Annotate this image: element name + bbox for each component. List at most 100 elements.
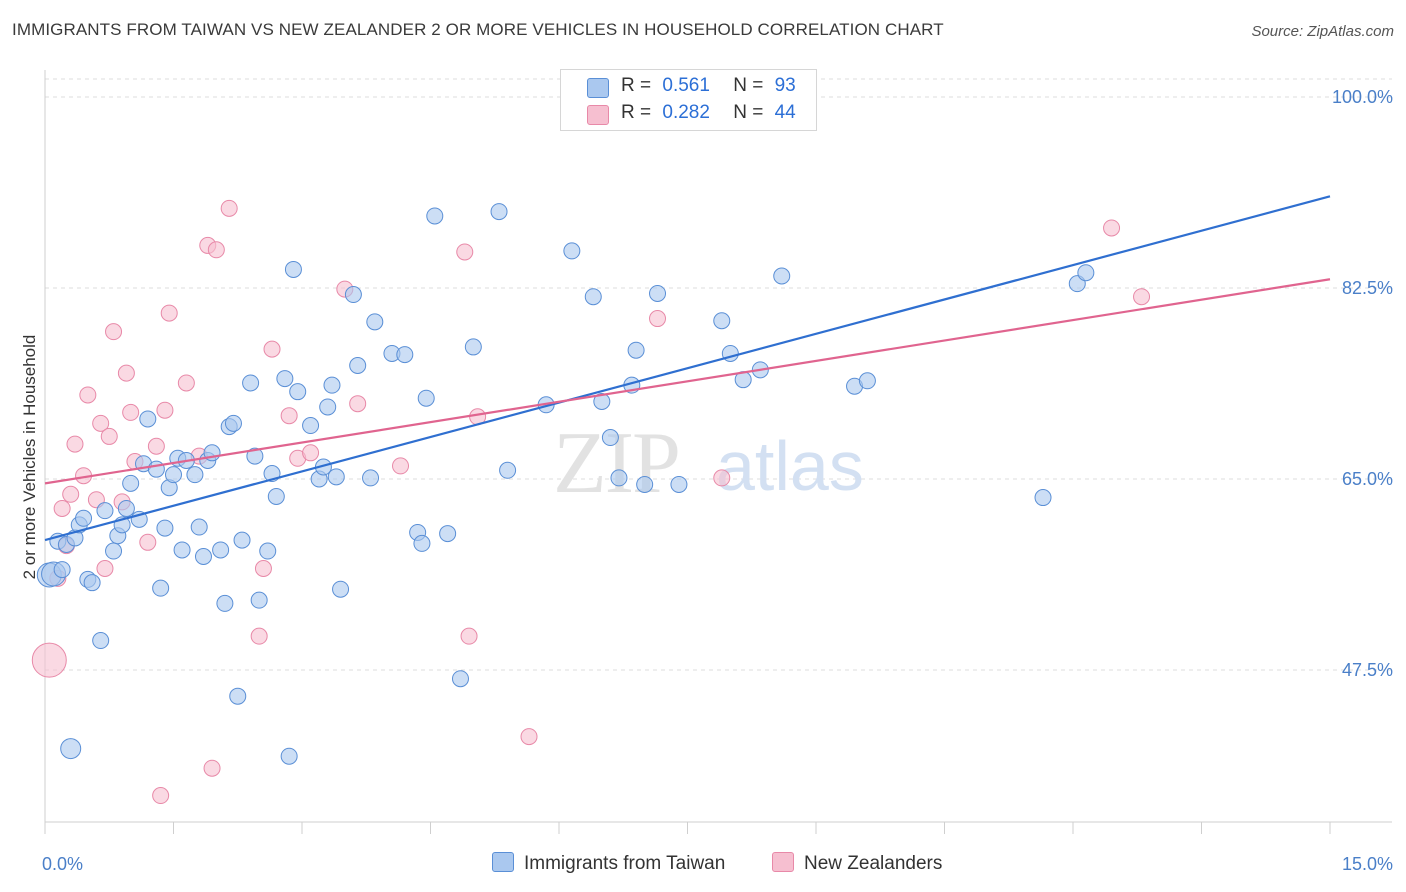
point-taiwan	[242, 374, 260, 392]
point-taiwan	[319, 398, 337, 416]
point-taiwan	[349, 356, 367, 374]
point-taiwan	[229, 687, 247, 705]
point-nz	[122, 403, 140, 421]
point-taiwan	[284, 260, 302, 278]
point-nz	[117, 364, 135, 382]
legend-r-label: R =	[621, 102, 652, 123]
y-tick-label: 65.0%	[1342, 469, 1393, 489]
point-taiwan	[327, 468, 345, 486]
point-taiwan	[156, 519, 174, 537]
point-taiwan	[75, 509, 93, 527]
legend-n-label: N =	[733, 102, 764, 123]
point-taiwan	[139, 410, 157, 428]
y-tick-label: 47.5%	[1342, 660, 1393, 680]
point-taiwan	[1034, 489, 1052, 507]
y-tick-label: 82.5%	[1342, 278, 1393, 298]
point-taiwan	[417, 389, 435, 407]
point-taiwan	[396, 346, 414, 364]
point-taiwan	[627, 341, 645, 359]
point-nz	[520, 728, 538, 746]
point-taiwan	[302, 417, 320, 435]
point-taiwan	[280, 747, 298, 765]
point-taiwan	[165, 466, 182, 484]
point-taiwan	[366, 313, 384, 331]
point-taiwan	[186, 466, 204, 484]
point-taiwan	[53, 561, 71, 579]
point-taiwan	[636, 475, 654, 493]
point-nz	[139, 533, 157, 551]
point-nz	[160, 304, 178, 322]
point-taiwan	[92, 632, 110, 650]
point-taiwan	[713, 312, 731, 330]
point-taiwan	[147, 460, 165, 478]
point-nz	[53, 499, 71, 517]
trendline-nz	[44, 278, 1331, 485]
point-taiwan	[122, 474, 140, 492]
trendlines	[44, 195, 1331, 542]
watermark-atlas: atlas	[716, 427, 864, 505]
point-taiwan	[152, 579, 170, 597]
point-taiwan	[1077, 264, 1095, 282]
point-taiwan	[332, 580, 350, 598]
point-taiwan	[858, 372, 876, 390]
point-taiwan	[289, 383, 307, 401]
point-taiwan	[267, 487, 285, 505]
point-taiwan	[439, 525, 457, 543]
point-taiwan	[233, 531, 251, 549]
point-taiwan	[610, 469, 628, 487]
legend-n-value: 44	[774, 102, 796, 123]
legend-swatch-nz	[587, 105, 609, 125]
point-nz	[177, 374, 195, 392]
chart-title: IMMIGRANTS FROM TAIWAN VS NEW ZEALANDER …	[12, 20, 944, 39]
bottom-legend-label-nz: New Zealanders	[804, 853, 943, 874]
point-taiwan	[670, 475, 688, 493]
point-nz	[302, 444, 320, 462]
point-taiwan	[362, 469, 380, 487]
point-nz	[105, 323, 123, 341]
point-taiwan	[216, 594, 234, 612]
x-tick-labels: 0.0% 15.0%	[42, 854, 1393, 874]
watermark-zip: ZIP	[553, 415, 679, 512]
point-taiwan	[250, 591, 268, 609]
point-nz	[62, 485, 80, 503]
bottom-legend-taiwan: Immigrants from Taiwan	[492, 852, 725, 875]
point-taiwan	[563, 242, 581, 260]
point-taiwan	[464, 338, 482, 356]
point-nz	[254, 559, 272, 577]
bottom-legend-label-taiwan: Immigrants from Taiwan	[524, 853, 726, 874]
grid-lines	[45, 78, 1392, 671]
point-taiwan	[584, 288, 602, 306]
point-taiwan	[773, 267, 791, 285]
bottom-legend-swatch-taiwan	[492, 852, 514, 872]
point-taiwan	[117, 499, 135, 517]
point-nz	[280, 407, 298, 425]
x-tick-label: 15.0%	[1342, 854, 1393, 874]
point-taiwan	[224, 414, 242, 432]
point-taiwan	[276, 370, 294, 388]
trendline-taiwan	[44, 195, 1331, 542]
point-taiwan	[344, 286, 362, 304]
point-nz	[220, 199, 238, 217]
point-nz	[1103, 219, 1121, 237]
point-nz	[152, 787, 170, 805]
point-taiwan	[426, 207, 444, 225]
point-taiwan	[499, 461, 517, 479]
bottom-legend-nz: New Zealanders	[772, 852, 942, 875]
point-taiwan	[173, 541, 191, 559]
point-nz	[207, 241, 225, 259]
legend-swatch-taiwan	[587, 78, 609, 98]
point-taiwan	[593, 393, 611, 411]
point-taiwan	[246, 447, 264, 465]
point-nz	[31, 642, 67, 678]
axes	[44, 70, 1392, 834]
point-taiwan	[96, 502, 114, 520]
y-axis-label: 2 or more Vehicles in Household	[20, 335, 39, 580]
bottom-legend-swatch-nz	[772, 852, 794, 872]
point-nz	[263, 340, 281, 358]
point-taiwan	[105, 542, 123, 560]
point-nz	[96, 559, 114, 577]
x-tick-label: 0.0%	[42, 854, 83, 874]
point-taiwan	[190, 518, 208, 536]
point-taiwan	[490, 203, 508, 221]
